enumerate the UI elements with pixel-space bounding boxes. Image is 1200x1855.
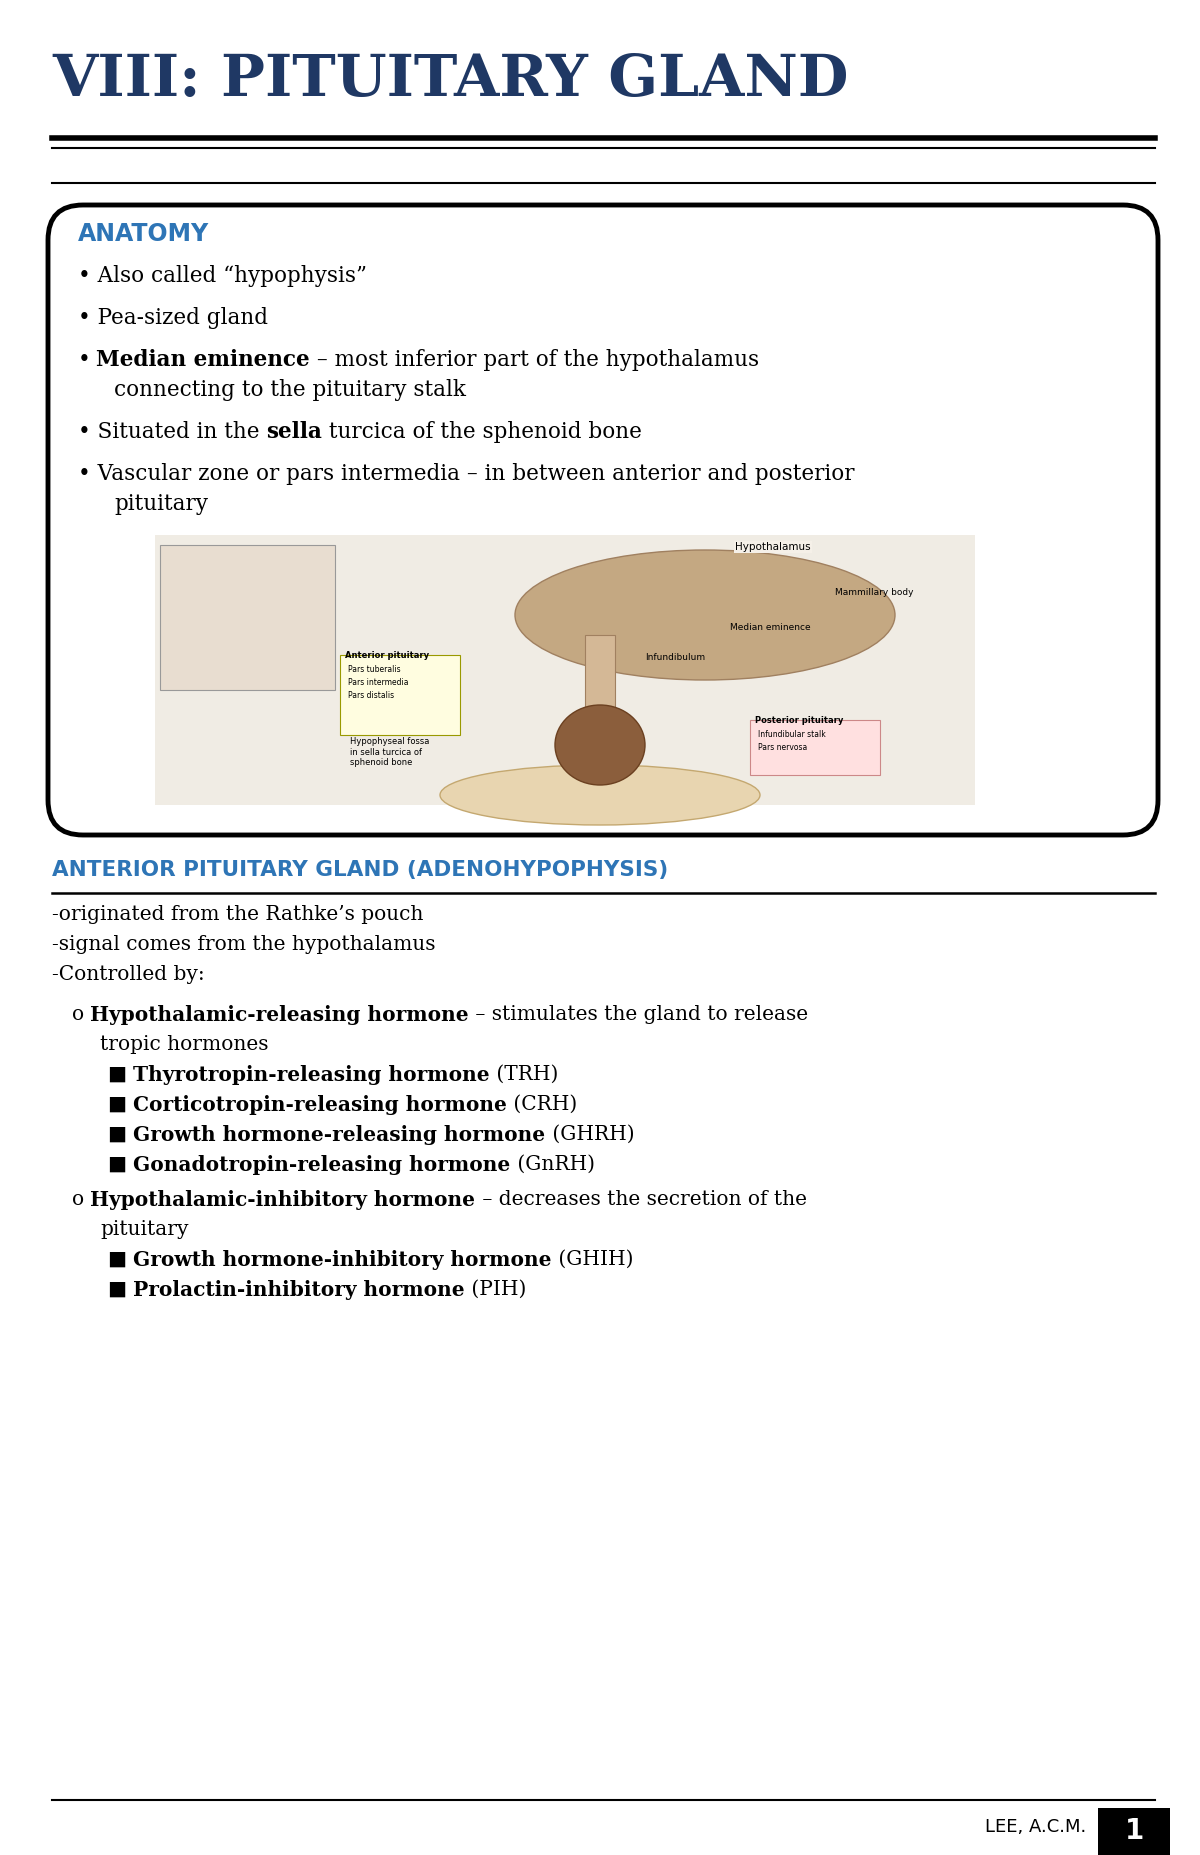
Text: Hypothalamus: Hypothalamus [734, 542, 811, 553]
Text: ■: ■ [108, 1094, 133, 1115]
Text: Median eminence: Median eminence [96, 349, 310, 371]
Text: LEE, A.C.M.: LEE, A.C.M. [985, 1818, 1086, 1836]
Bar [340, 655, 460, 735]
Text: Pars intermedia: Pars intermedia [348, 677, 408, 686]
Bar [1098, 1809, 1170, 1855]
Text: Infundibulum: Infundibulum [646, 653, 706, 662]
Bar [750, 720, 880, 775]
Text: 1: 1 [1124, 1818, 1144, 1846]
Bar [160, 545, 335, 690]
Text: VIII: PITUITARY GLAND: VIII: PITUITARY GLAND [52, 52, 848, 108]
Text: Anterior pituitary: Anterior pituitary [346, 651, 430, 660]
Text: (GnRH): (GnRH) [511, 1156, 595, 1174]
Text: ■: ■ [108, 1250, 133, 1269]
Text: Hypophyseal fossa
in sella turcica of
sphenoid bone: Hypophyseal fossa in sella turcica of sp… [350, 736, 430, 766]
Text: • Also called “hypophysis”: • Also called “hypophysis” [78, 265, 367, 288]
Text: ■: ■ [108, 1280, 133, 1298]
Text: Pars distalis: Pars distalis [348, 692, 394, 699]
Text: -signal comes from the hypothalamus: -signal comes from the hypothalamus [52, 935, 436, 953]
Ellipse shape [440, 764, 760, 825]
Text: tropic hormones: tropic hormones [100, 1035, 269, 1054]
Text: Posterior pituitary: Posterior pituitary [755, 716, 844, 725]
Text: Pars nervosa: Pars nervosa [758, 744, 808, 751]
Text: Thyrotropin-releasing hormone: Thyrotropin-releasing hormone [133, 1065, 490, 1085]
Text: Mammillary body: Mammillary body [835, 588, 913, 597]
Text: • Vascular zone or pars intermedia – in between anterior and posterior: • Vascular zone or pars intermedia – in … [78, 464, 854, 484]
Text: Median eminence: Median eminence [730, 623, 811, 633]
Text: Infundibular stalk: Infundibular stalk [758, 731, 826, 738]
Ellipse shape [554, 705, 646, 785]
Text: – decreases the secretion of the: – decreases the secretion of the [475, 1191, 806, 1209]
Text: • Situated in the: • Situated in the [78, 421, 266, 443]
Text: o: o [72, 1191, 90, 1209]
Text: ■: ■ [108, 1065, 133, 1083]
Text: Growth hormone-releasing hormone: Growth hormone-releasing hormone [133, 1124, 546, 1145]
Text: o: o [72, 1005, 90, 1024]
Text: ■: ■ [108, 1156, 133, 1174]
Text: ANATOMY: ANATOMY [78, 223, 209, 247]
Text: – most inferior part of the hypothalamus: – most inferior part of the hypothalamus [310, 349, 758, 371]
Text: ANTERIOR PITUITARY GLAND (ADENOHYPOPHYSIS): ANTERIOR PITUITARY GLAND (ADENOHYPOPHYSI… [52, 861, 668, 879]
Text: -Controlled by:: -Controlled by: [52, 965, 205, 983]
Text: connecting to the pituitary stalk: connecting to the pituitary stalk [114, 378, 466, 401]
Text: Prolactin-inhibitory hormone: Prolactin-inhibitory hormone [133, 1280, 466, 1300]
Text: -originated from the Rathke’s pouch: -originated from the Rathke’s pouch [52, 905, 424, 924]
Text: (GHIH): (GHIH) [552, 1250, 634, 1269]
Text: •: • [78, 349, 97, 371]
Text: ■: ■ [108, 1124, 133, 1145]
Text: turcica of the sphenoid bone: turcica of the sphenoid bone [323, 421, 642, 443]
Text: • Pea-sized gland: • Pea-sized gland [78, 306, 268, 328]
Text: (CRH): (CRH) [508, 1094, 577, 1115]
Text: (GHRH): (GHRH) [546, 1124, 634, 1145]
Text: pituitary: pituitary [114, 493, 208, 516]
Text: (TRH): (TRH) [490, 1065, 558, 1083]
Text: (PIH): (PIH) [466, 1280, 527, 1298]
Text: – stimulates the gland to release: – stimulates the gland to release [469, 1005, 809, 1024]
Text: Corticotropin-releasing hormone: Corticotropin-releasing hormone [133, 1094, 508, 1115]
Bar [155, 534, 974, 805]
Ellipse shape [515, 549, 895, 681]
FancyBboxPatch shape [48, 206, 1158, 835]
Bar [586, 634, 616, 755]
Text: pituitary: pituitary [100, 1221, 188, 1239]
Text: Hypothalamic-inhibitory hormone: Hypothalamic-inhibitory hormone [90, 1191, 475, 1209]
Text: Gonadotropin-releasing hormone: Gonadotropin-releasing hormone [133, 1156, 511, 1174]
Text: Pars tuberalis: Pars tuberalis [348, 664, 401, 673]
Text: Hypothalamic-releasing hormone: Hypothalamic-releasing hormone [90, 1005, 469, 1026]
Text: Growth hormone-inhibitory hormone: Growth hormone-inhibitory hormone [133, 1250, 552, 1271]
Text: sella: sella [266, 421, 323, 443]
